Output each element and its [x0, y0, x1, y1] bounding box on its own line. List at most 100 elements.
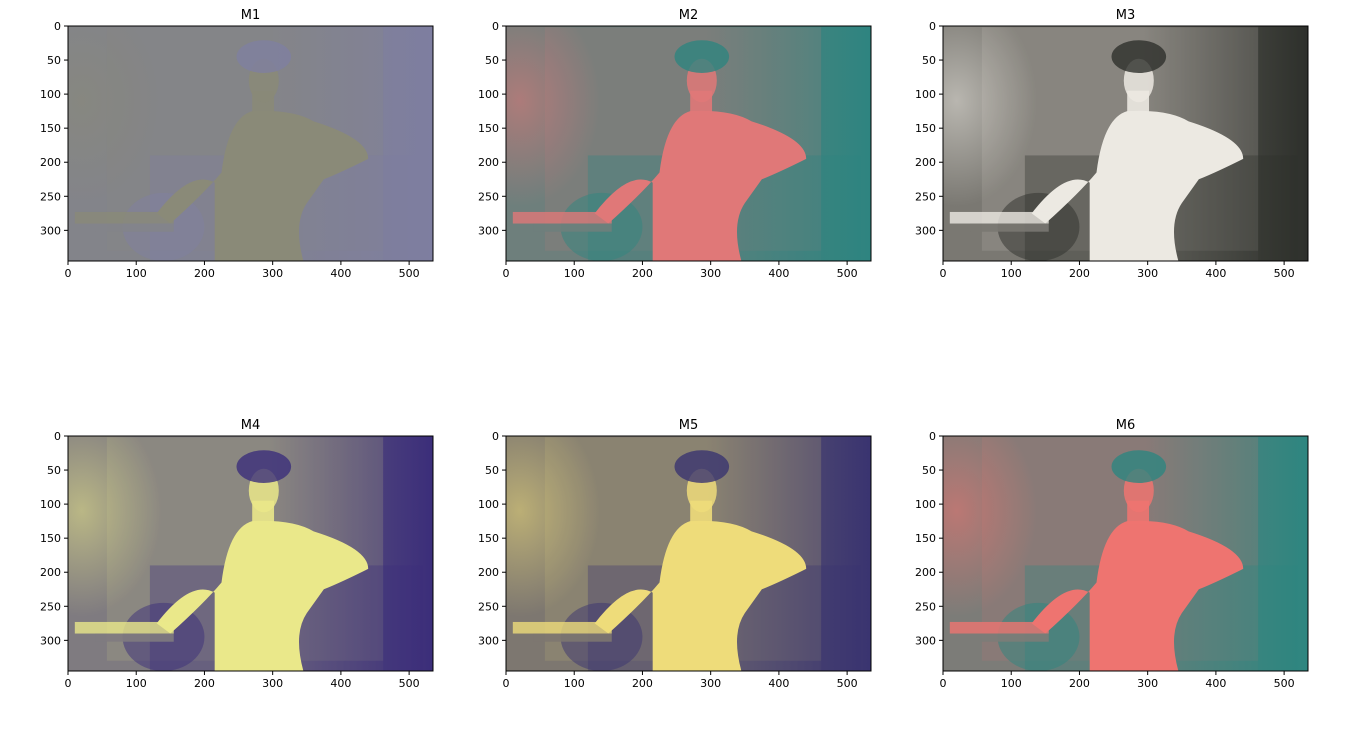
x-tick: 500	[837, 261, 858, 280]
x-tick: 300	[262, 261, 283, 280]
x-tick-label: 100	[1001, 267, 1022, 280]
x-tick-label: 400	[330, 677, 351, 690]
x-tick-label: 500	[399, 267, 420, 280]
y-tick: 150	[915, 532, 943, 545]
figure-dress	[594, 520, 807, 671]
x-tick: 400	[1205, 671, 1226, 690]
y-tick: 300	[40, 224, 68, 237]
panel-title: M5	[679, 418, 699, 433]
x-tick: 400	[768, 671, 789, 690]
x-tick: 400	[1205, 261, 1226, 280]
y-tick: 250	[478, 190, 506, 203]
x-tick: 100	[1001, 261, 1022, 280]
y-tick-label: 50	[922, 464, 936, 477]
panel-2: M2 0 100 200 300 400 500 0 50 100 150 200 250 300	[478, 8, 872, 280]
x-tick: 0	[503, 261, 510, 280]
x-tick: 100	[564, 671, 585, 690]
figure-dress	[156, 110, 369, 261]
x-tick-label: 200	[632, 677, 653, 690]
y-tick: 250	[40, 600, 68, 613]
y-tick-label: 0	[54, 20, 61, 33]
y-tick-label: 100	[915, 498, 936, 511]
x-tick-label: 500	[1274, 267, 1295, 280]
y-tick: 50	[485, 54, 506, 67]
x-tick-label: 400	[768, 267, 789, 280]
y-tick: 0	[54, 430, 68, 443]
y-tick: 300	[915, 224, 943, 237]
y-tick: 300	[40, 634, 68, 647]
axes-frame	[942, 25, 1309, 262]
y-tick-label: 150	[915, 122, 936, 135]
figure-hair	[236, 40, 292, 73]
x-tick: 400	[768, 261, 789, 280]
image-area	[68, 436, 433, 671]
x-tick-label: 200	[194, 267, 215, 280]
x-tick-label: 100	[564, 677, 585, 690]
y-tick-label: 300	[478, 634, 499, 647]
x-tick: 0	[503, 671, 510, 690]
y-tick-label: 50	[485, 464, 499, 477]
y-tick-label: 50	[47, 54, 61, 67]
x-tick: 0	[940, 261, 947, 280]
y-tick-label: 50	[47, 464, 61, 477]
y-tick: 100	[478, 498, 506, 511]
panel-1: M1 0 100 200 300 400 500 0 50 100 150 200 250 300	[40, 8, 434, 280]
y-tick-label: 300	[478, 224, 499, 237]
x-tick-label: 300	[1137, 267, 1158, 280]
x-tick: 500	[1274, 671, 1295, 690]
panel-title: M2	[679, 8, 699, 23]
x-tick-label: 400	[1205, 267, 1226, 280]
y-tick: 150	[915, 122, 943, 135]
figure-dress	[594, 110, 807, 261]
x-tick-label: 500	[1274, 677, 1295, 690]
x-tick: 100	[126, 671, 147, 690]
figure-hair	[1111, 40, 1167, 73]
x-tick: 300	[262, 671, 283, 690]
y-tick-label: 250	[478, 600, 499, 613]
y-tick: 50	[922, 464, 943, 477]
x-tick: 200	[194, 261, 215, 280]
panel-title: M4	[241, 418, 261, 433]
book	[512, 211, 612, 224]
book	[949, 211, 1049, 224]
y-tick: 250	[915, 190, 943, 203]
x-tick-label: 500	[399, 677, 420, 690]
panel-5: M5 0 100 200 300 400 500 0 50 100 150 200 250 300	[478, 418, 872, 690]
image-area	[943, 436, 1308, 671]
y-tick: 200	[40, 566, 68, 579]
book	[74, 621, 174, 634]
y-tick: 0	[492, 20, 506, 33]
x-tick-label: 100	[126, 267, 147, 280]
y-tick: 300	[478, 224, 506, 237]
y-tick: 50	[47, 54, 68, 67]
y-tick-label: 200	[478, 566, 499, 579]
x-tick: 500	[837, 671, 858, 690]
y-tick: 100	[478, 88, 506, 101]
x-tick-label: 500	[837, 677, 858, 690]
y-tick-label: 200	[40, 156, 61, 169]
x-tick: 400	[330, 261, 351, 280]
y-tick-label: 250	[40, 600, 61, 613]
y-tick: 0	[929, 430, 943, 443]
panel-4: M4 0 100 200 300 400 500 0 50 100 150 200 250 300	[40, 418, 434, 690]
x-tick: 200	[1069, 671, 1090, 690]
y-tick: 200	[915, 566, 943, 579]
y-tick: 300	[478, 634, 506, 647]
y-tick-label: 200	[915, 156, 936, 169]
x-tick-label: 200	[194, 677, 215, 690]
x-tick: 100	[126, 261, 147, 280]
y-tick: 100	[40, 88, 68, 101]
image-area	[506, 26, 871, 261]
y-tick: 200	[478, 566, 506, 579]
x-tick: 100	[564, 261, 585, 280]
y-tick-label: 250	[915, 600, 936, 613]
figure-dress	[1031, 520, 1244, 671]
y-tick: 300	[915, 634, 943, 647]
y-tick-label: 150	[478, 122, 499, 135]
y-tick: 100	[915, 88, 943, 101]
x-tick: 0	[65, 261, 72, 280]
image-area	[68, 26, 433, 261]
x-tick-label: 300	[700, 267, 721, 280]
x-tick-label: 400	[330, 267, 351, 280]
